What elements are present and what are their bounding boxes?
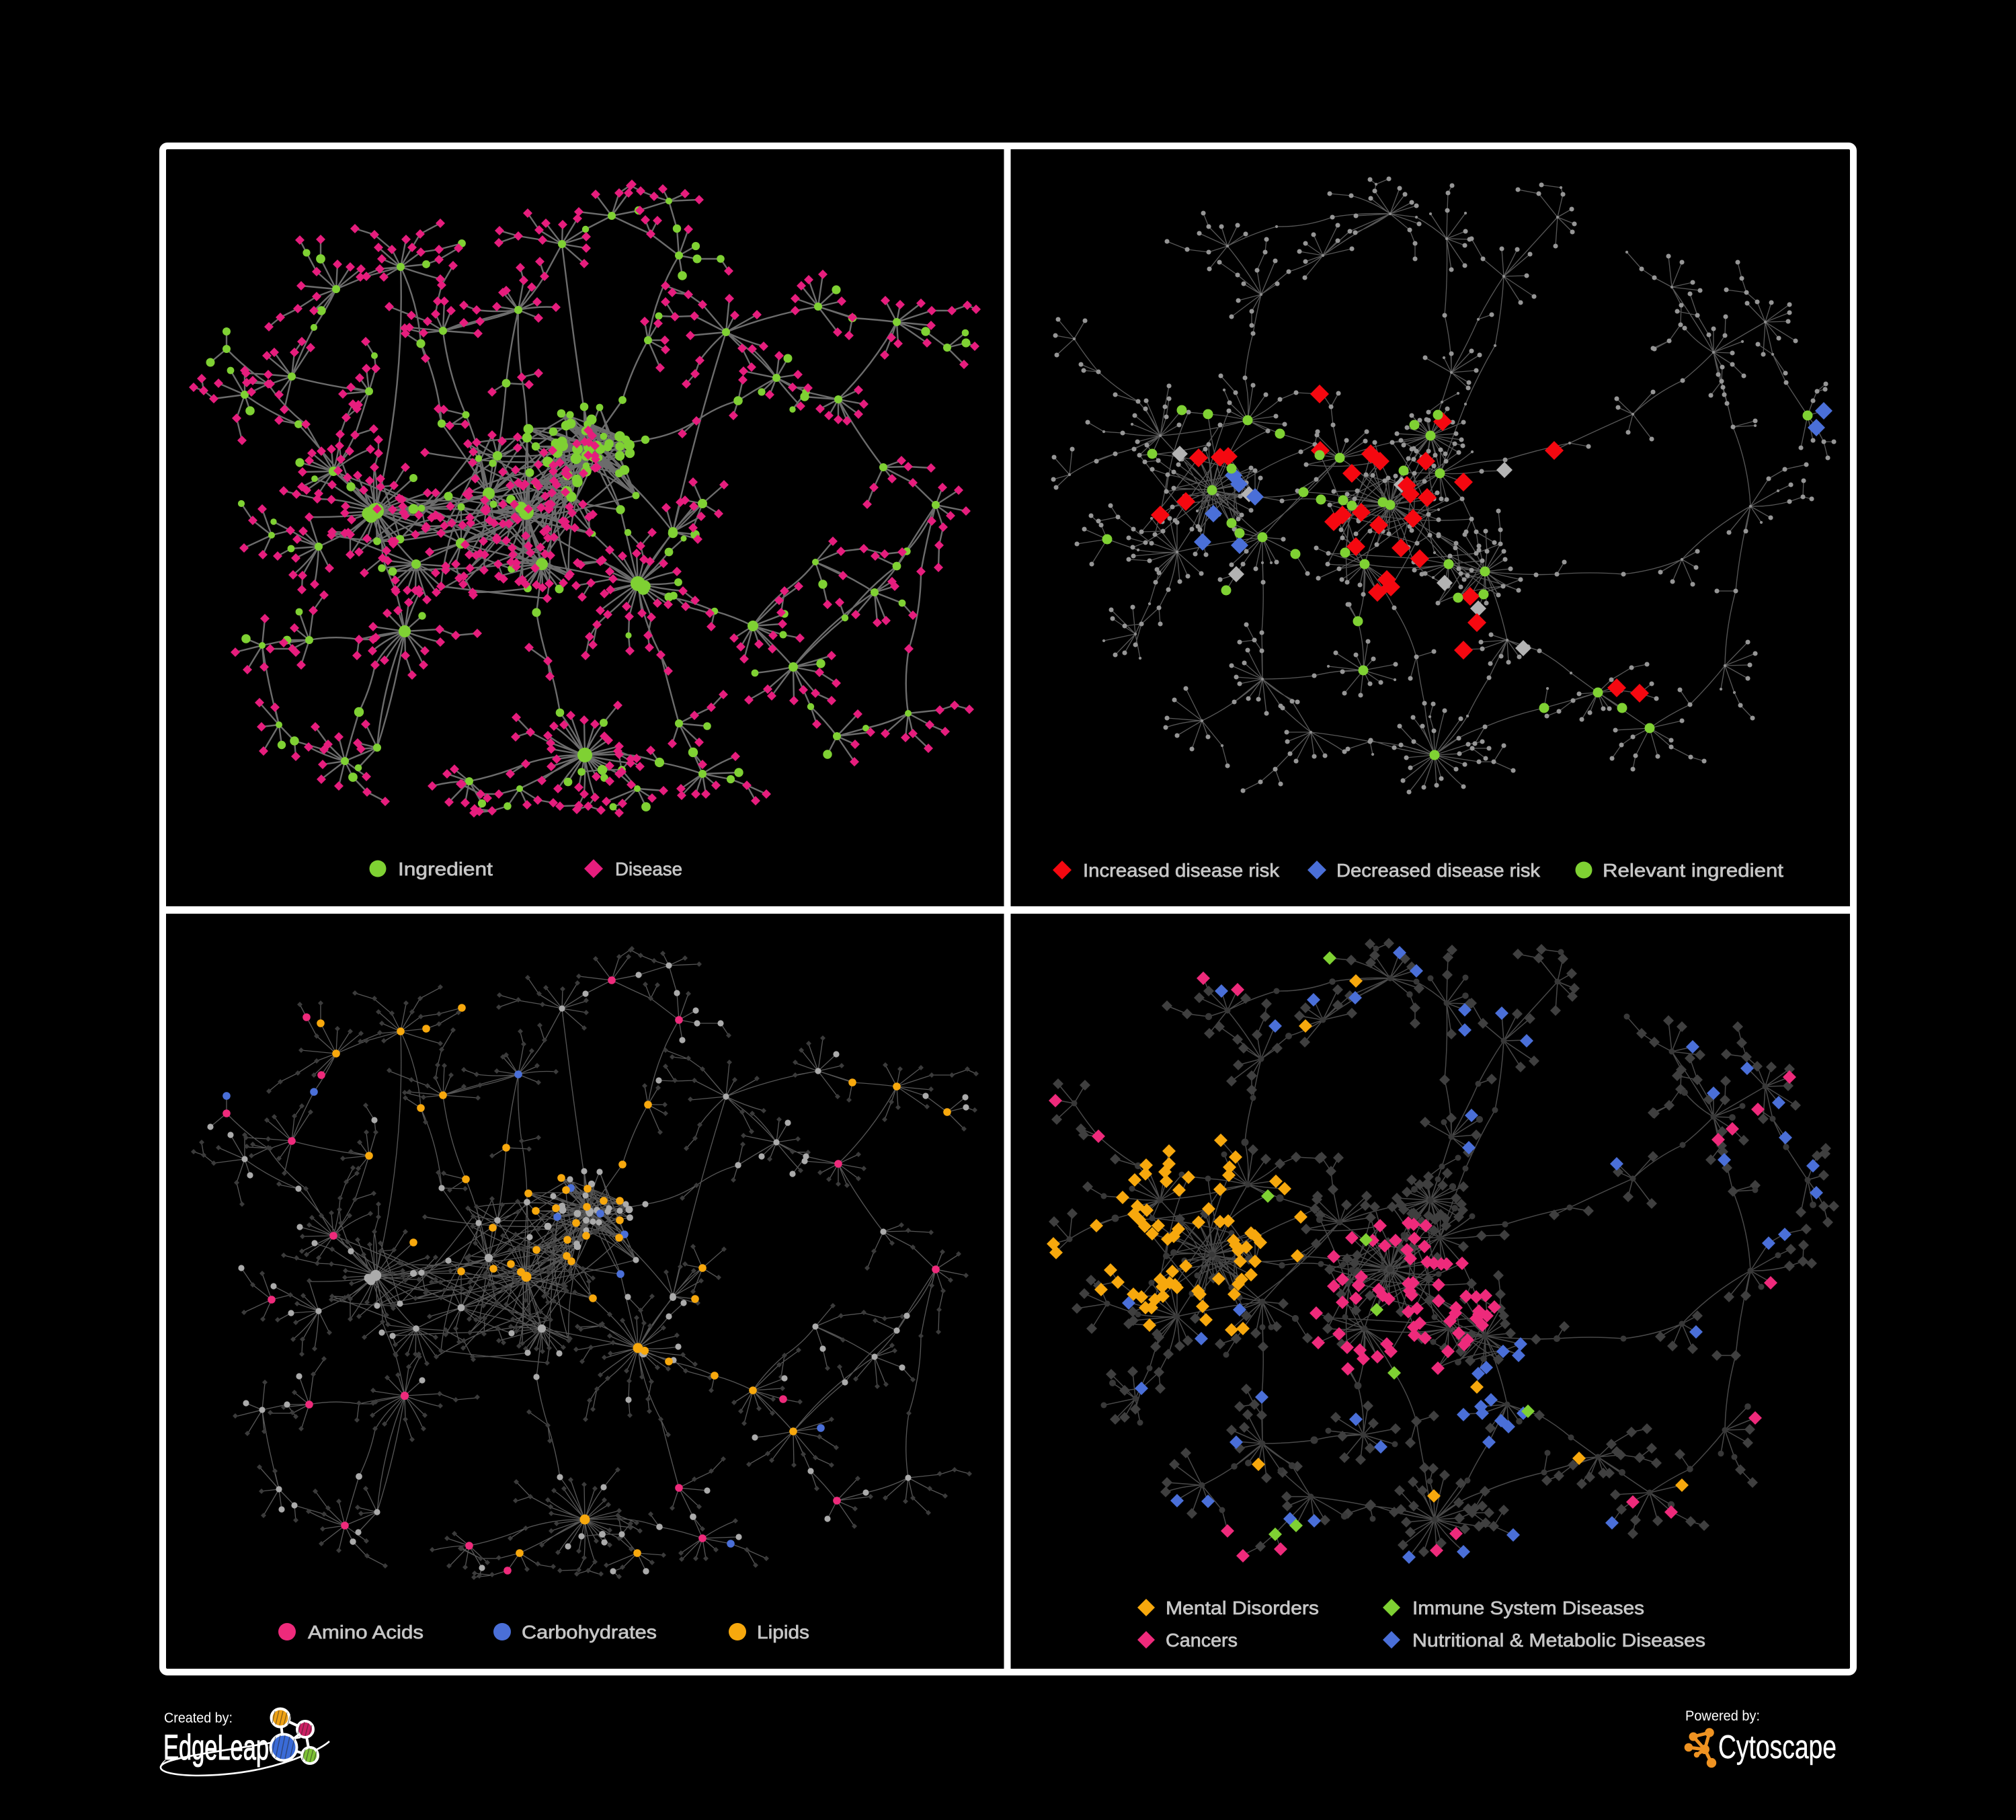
svg-text:Created by:: Created by: <box>164 1710 233 1726</box>
svg-text:Decreased disease risk: Decreased disease risk <box>1336 860 1541 881</box>
svg-text:Carbohydrates: Carbohydrates <box>522 1622 657 1643</box>
svg-text:Nutritional & Metabolic Diseas: Nutritional & Metabolic Diseases <box>1412 1630 1705 1651</box>
svg-text:Increased disease risk: Increased disease risk <box>1083 860 1280 881</box>
svg-text:Mental Disorders: Mental Disorders <box>1166 1597 1319 1618</box>
svg-text:Disease: Disease <box>615 859 682 879</box>
svg-text:Ingredient: Ingredient <box>398 859 493 879</box>
svg-text:Powered by:: Powered by: <box>1685 1708 1760 1724</box>
svg-text:Amino Acids: Amino Acids <box>308 1622 424 1643</box>
svg-text:Cytoscape: Cytoscape <box>1718 1729 1837 1766</box>
svg-text:EdgeLeap: EdgeLeap <box>163 1728 269 1768</box>
svg-text:Lipids: Lipids <box>757 1622 809 1643</box>
svg-text:Cancers: Cancers <box>1166 1630 1238 1651</box>
svg-text:Relevant ingredient: Relevant ingredient <box>1603 860 1783 881</box>
svg-text:Immune System Diseases: Immune System Diseases <box>1412 1597 1644 1618</box>
